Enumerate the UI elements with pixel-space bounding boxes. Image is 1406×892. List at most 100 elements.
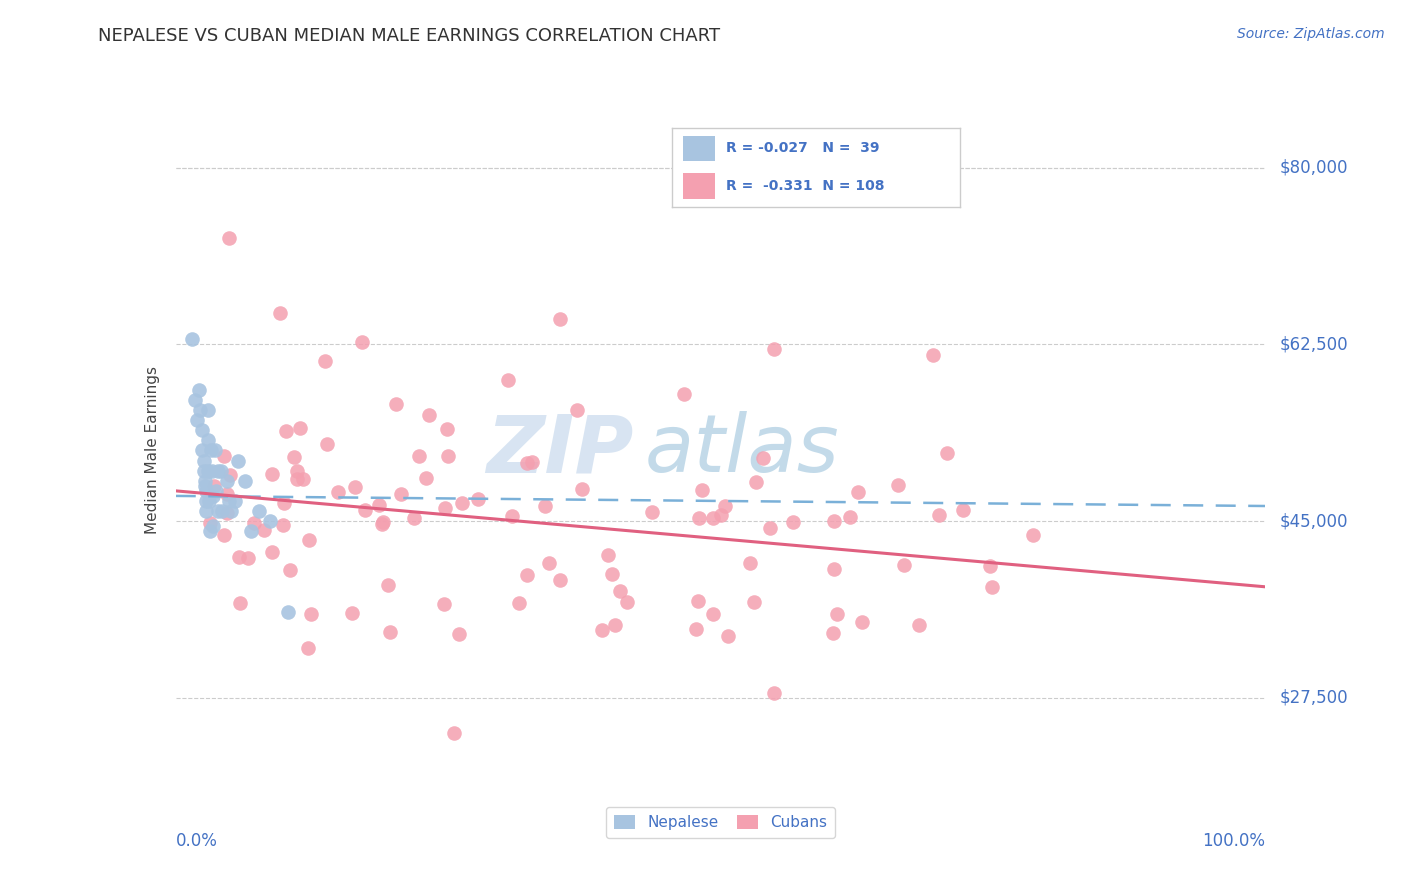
Point bbox=[201, 464, 224, 478]
Point bbox=[520, 455, 543, 469]
Point bbox=[371, 515, 394, 529]
Point bbox=[922, 348, 945, 362]
Point bbox=[598, 548, 620, 562]
Legend: Nepalese, Cubans: Nepalese, Cubans bbox=[606, 807, 835, 838]
Point bbox=[385, 397, 408, 411]
Point bbox=[198, 494, 221, 508]
Point bbox=[273, 517, 295, 532]
Point bbox=[782, 516, 804, 530]
Point bbox=[202, 489, 225, 503]
Point bbox=[537, 556, 560, 570]
Point bbox=[742, 594, 765, 608]
Text: atlas: atlas bbox=[644, 411, 839, 490]
Point bbox=[713, 499, 735, 513]
Point bbox=[226, 453, 249, 467]
Point bbox=[936, 446, 959, 460]
Point bbox=[408, 449, 430, 463]
Point bbox=[285, 472, 308, 486]
Point bbox=[247, 504, 270, 518]
Point bbox=[685, 622, 707, 636]
Point bbox=[609, 584, 631, 599]
Point bbox=[343, 480, 366, 494]
Point bbox=[467, 491, 489, 506]
Point bbox=[200, 443, 222, 458]
Point bbox=[418, 408, 440, 422]
Point bbox=[404, 511, 426, 525]
Text: NEPALESE VS CUBAN MEDIAN MALE EARNINGS CORRELATION CHART: NEPALESE VS CUBAN MEDIAN MALE EARNINGS C… bbox=[98, 27, 720, 45]
Point bbox=[688, 511, 710, 525]
Point bbox=[191, 423, 214, 437]
Point bbox=[253, 523, 276, 537]
Point bbox=[740, 556, 762, 570]
Point bbox=[433, 597, 456, 611]
Point bbox=[207, 464, 229, 478]
Point bbox=[389, 487, 412, 501]
Point bbox=[377, 578, 399, 592]
Y-axis label: Median Male Earnings: Median Male Earnings bbox=[145, 367, 160, 534]
Point bbox=[188, 383, 211, 397]
Point bbox=[567, 403, 589, 417]
Point bbox=[846, 484, 869, 499]
Point bbox=[436, 422, 458, 436]
Bar bbox=[683, 173, 714, 199]
Point bbox=[314, 354, 336, 368]
Point bbox=[821, 626, 844, 640]
Point bbox=[205, 483, 228, 498]
Point bbox=[228, 549, 250, 564]
Point bbox=[269, 306, 291, 320]
Point bbox=[886, 478, 908, 492]
Point bbox=[236, 550, 259, 565]
Point bbox=[762, 686, 785, 700]
Point bbox=[533, 499, 555, 513]
Point bbox=[290, 421, 312, 435]
Point bbox=[204, 443, 226, 458]
Text: Source: ZipAtlas.com: Source: ZipAtlas.com bbox=[1237, 27, 1385, 41]
Point bbox=[591, 624, 613, 638]
Point bbox=[207, 504, 229, 518]
Point bbox=[744, 475, 766, 490]
Point bbox=[297, 640, 319, 655]
Point bbox=[981, 580, 1004, 594]
Point bbox=[415, 470, 437, 484]
Point bbox=[548, 574, 571, 588]
Point bbox=[194, 483, 217, 498]
Point bbox=[851, 615, 873, 629]
Point bbox=[508, 596, 530, 610]
Text: 100.0%: 100.0% bbox=[1202, 831, 1265, 850]
Point bbox=[211, 504, 233, 518]
Text: ZIP: ZIP bbox=[486, 411, 633, 490]
Point bbox=[218, 231, 240, 245]
Point bbox=[298, 533, 321, 548]
Point bbox=[218, 494, 240, 508]
Point bbox=[239, 524, 262, 539]
Point bbox=[443, 726, 465, 740]
Point bbox=[291, 472, 314, 486]
Point bbox=[380, 624, 402, 639]
Bar bbox=[683, 136, 714, 161]
Point bbox=[191, 443, 214, 458]
Text: $45,000: $45,000 bbox=[1279, 512, 1348, 530]
Point bbox=[501, 509, 523, 524]
Point bbox=[702, 511, 724, 525]
Point bbox=[180, 332, 202, 346]
Point bbox=[371, 516, 394, 531]
Point bbox=[710, 508, 733, 523]
Point bbox=[550, 312, 572, 326]
Point bbox=[260, 545, 283, 559]
Point bbox=[368, 498, 391, 512]
Point bbox=[278, 562, 301, 576]
Point bbox=[194, 474, 217, 488]
Point bbox=[197, 464, 219, 478]
Point bbox=[215, 474, 238, 488]
Text: $27,500: $27,500 bbox=[1279, 689, 1348, 707]
Point bbox=[516, 457, 538, 471]
Point bbox=[209, 464, 232, 478]
Point bbox=[673, 387, 696, 401]
Point bbox=[702, 607, 724, 622]
Point bbox=[193, 464, 215, 478]
Point bbox=[299, 607, 322, 621]
Text: 0.0%: 0.0% bbox=[176, 831, 218, 850]
Text: R =  -0.331  N = 108: R = -0.331 N = 108 bbox=[727, 179, 884, 193]
Point bbox=[184, 392, 207, 407]
Point bbox=[214, 527, 236, 541]
